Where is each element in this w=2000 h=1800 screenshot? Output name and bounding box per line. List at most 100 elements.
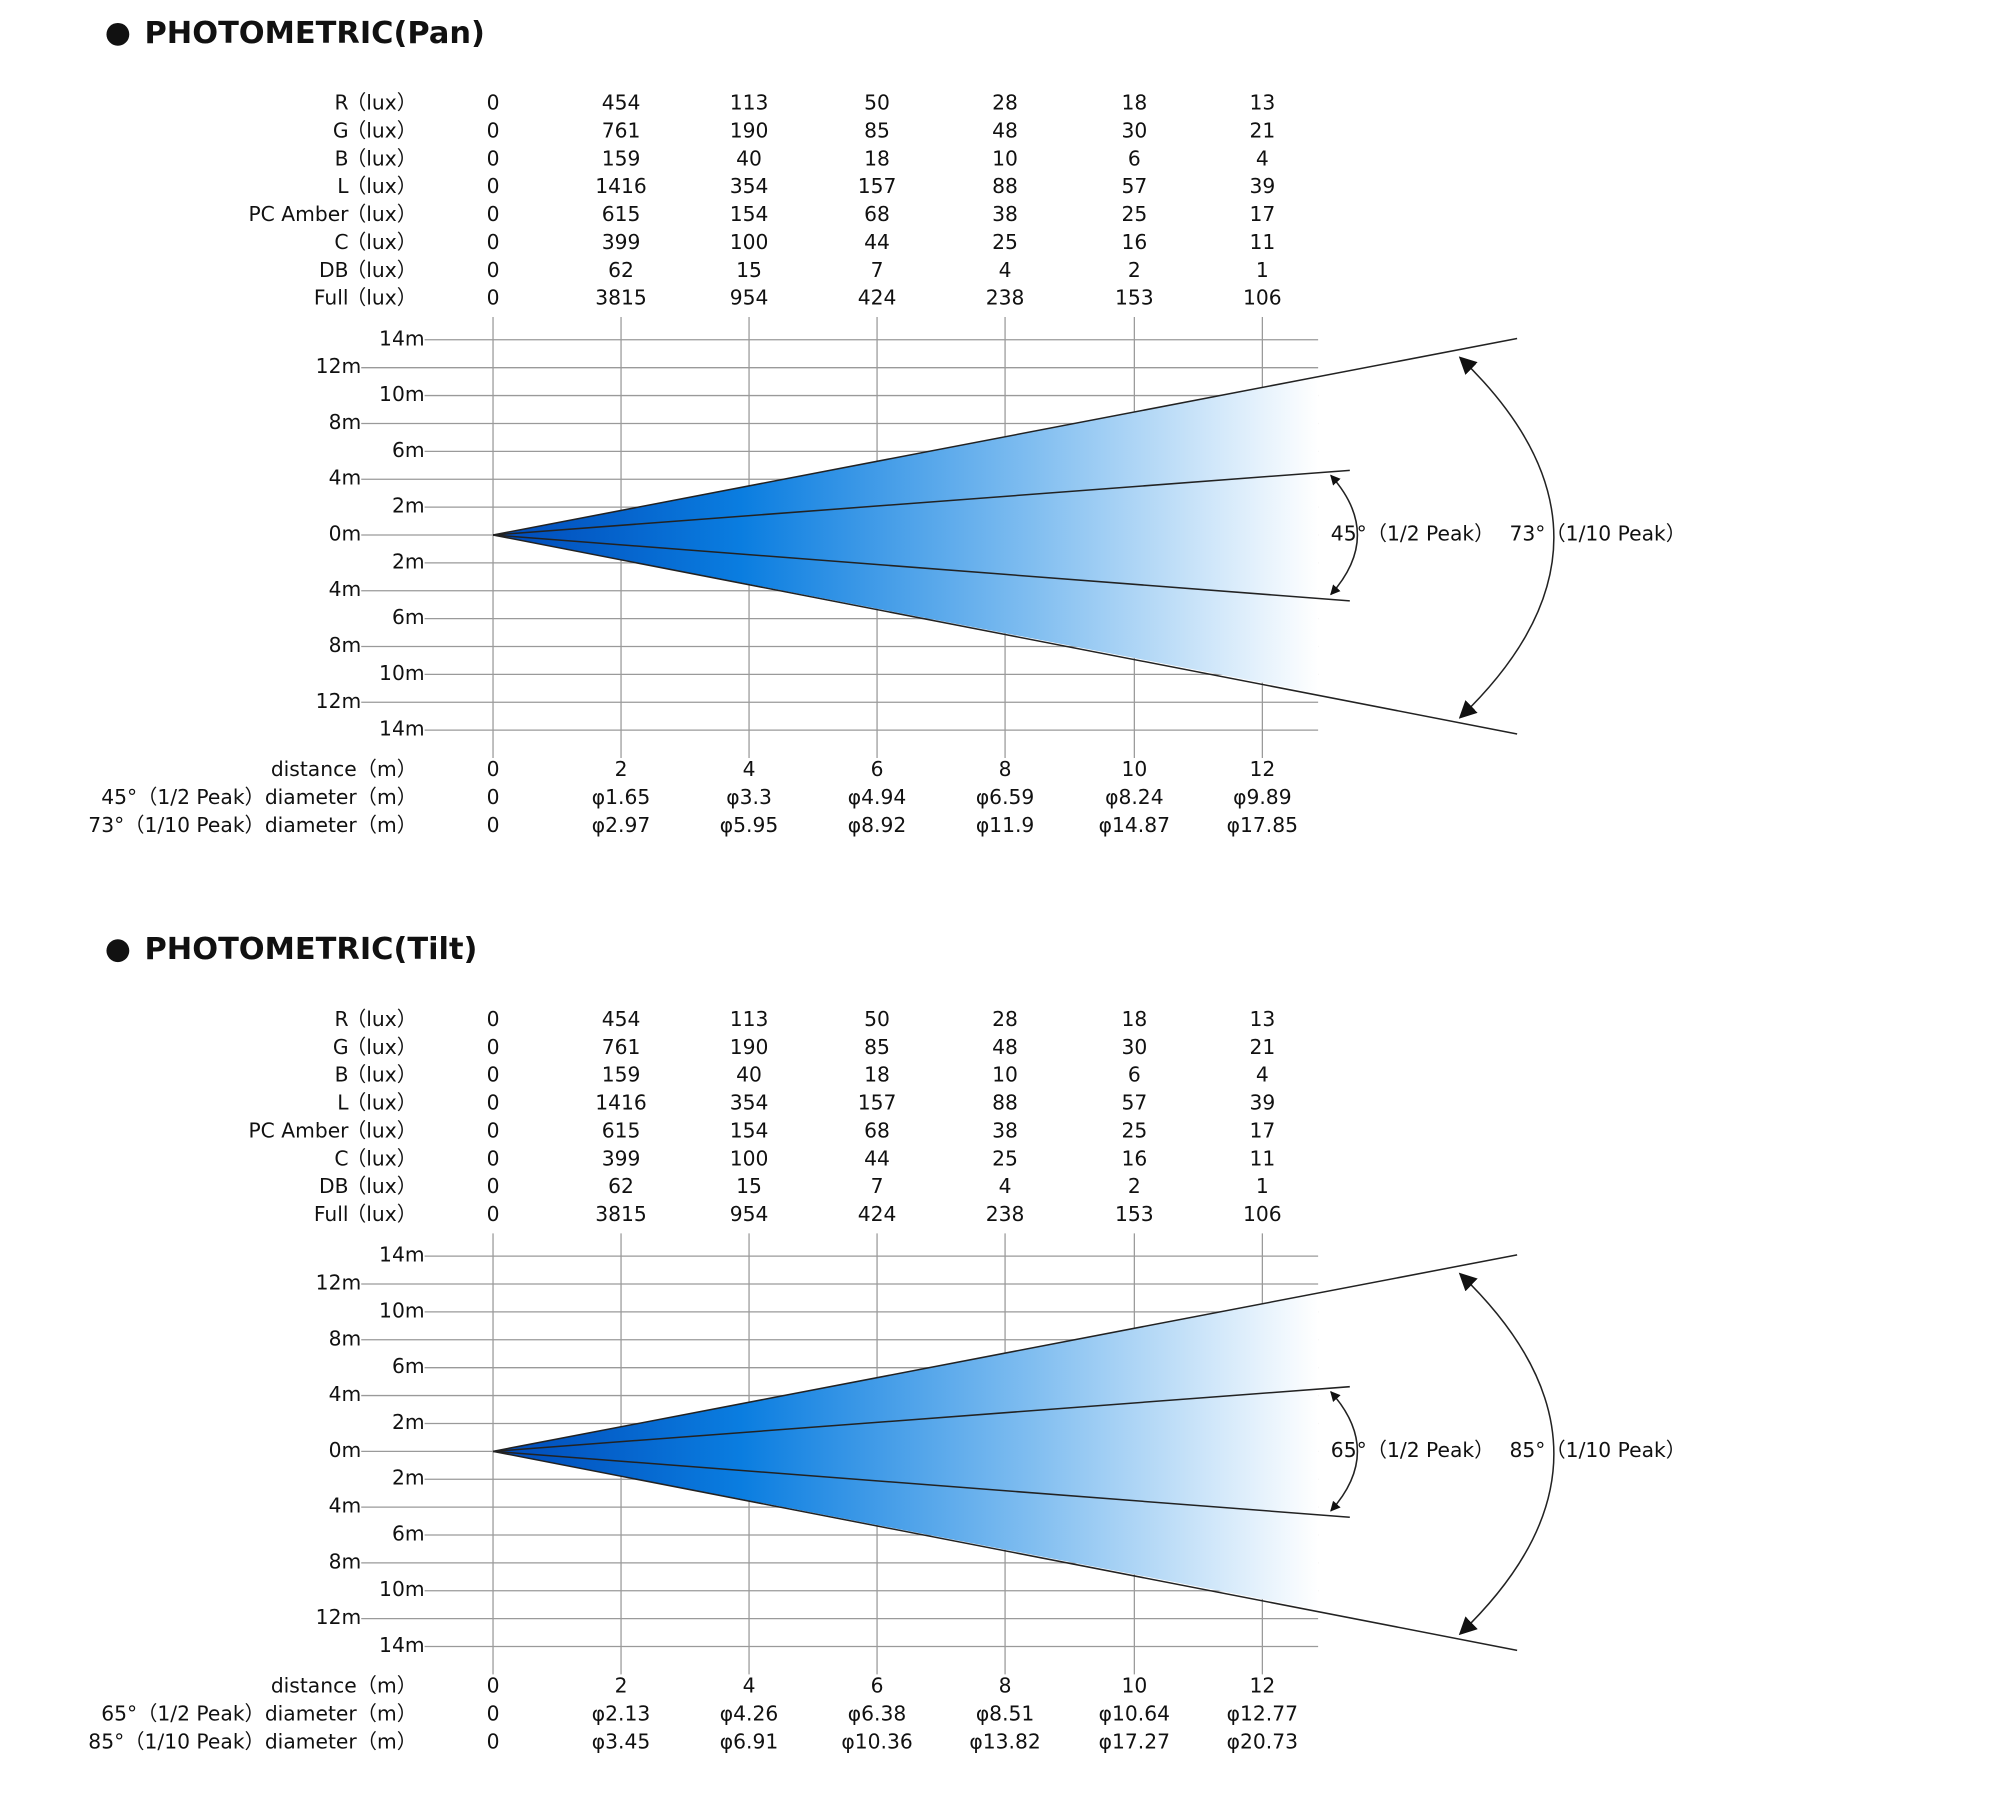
axis-label: 14m [379, 1243, 425, 1267]
lux-value: 40 [736, 146, 762, 170]
lux-value: 113 [730, 1007, 769, 1031]
row-label: G [333, 118, 349, 142]
lux-value: 18 [1121, 1007, 1147, 1031]
lux-value: 6 [1128, 1063, 1141, 1087]
distance-value: 10 [1121, 757, 1147, 781]
distance-value: 10 [1121, 1674, 1147, 1698]
diameter-value: φ9.89 [1233, 785, 1292, 809]
lux-value: 10 [992, 146, 1018, 170]
lux-value: 50 [864, 91, 890, 115]
lux-value: 4 [999, 1174, 1012, 1198]
row-label: B [335, 1063, 349, 1087]
row-unit: （lux） [346, 1202, 417, 1226]
axis-label: 10m [379, 1577, 425, 1601]
beam-edge-inner [492, 1385, 1350, 1453]
distance-value: 8 [999, 757, 1012, 781]
bullet [106, 939, 130, 963]
row-unit: （lux） [346, 202, 417, 226]
diameter-value: φ14.87 [1099, 813, 1170, 837]
row-label: L [337, 174, 349, 198]
row-label: distance（m） [271, 757, 417, 781]
lux-value: 4 [999, 258, 1012, 282]
lux-value: 0 [487, 174, 500, 198]
beam-edge-outer [492, 337, 1518, 536]
axis-label: 0m [329, 521, 362, 545]
row-unit: （lux） [346, 1174, 417, 1198]
diameter-value: φ8.92 [848, 813, 907, 837]
lux-value: 38 [992, 202, 1018, 226]
lux-value: 17 [1249, 1118, 1275, 1142]
axis-label: 12m [316, 1605, 362, 1629]
diameter-value: φ11.9 [976, 813, 1035, 837]
axis-label: 4m [329, 1494, 362, 1518]
row-label: Full [314, 1202, 349, 1226]
lux-value: 3815 [595, 1202, 647, 1226]
row-unit: （lux） [346, 1146, 417, 1170]
lux-value: 1416 [595, 1091, 647, 1115]
row-unit: （lux） [346, 1007, 417, 1031]
lux-value: 11 [1249, 230, 1275, 254]
row-unit: （lux） [346, 174, 417, 198]
lux-value: 0 [487, 91, 500, 115]
beam-edge-inner [492, 534, 1350, 602]
lux-value: 424 [858, 1202, 897, 1226]
axis-label: 2m [392, 494, 425, 518]
row-label: L [337, 1091, 349, 1115]
lux-value: 0 [487, 1174, 500, 1198]
lux-value: 0 [487, 1146, 500, 1170]
diameter-value: φ17.27 [1099, 1729, 1170, 1753]
row-unit: （lux） [346, 1035, 417, 1059]
half-peak-arc [1330, 1391, 1359, 1512]
diameter-value: φ17.85 [1227, 813, 1298, 837]
lux-value: 1416 [595, 174, 647, 198]
axis-label: 6m [392, 1354, 425, 1378]
lux-value: 761 [602, 1035, 641, 1059]
row-label: R [334, 1007, 348, 1031]
lux-value: 954 [730, 286, 769, 310]
lux-value: 7 [871, 258, 884, 282]
lux-value: 454 [602, 1007, 641, 1031]
diameter-value: φ6.59 [976, 785, 1035, 809]
diameter-value: 0 [487, 813, 500, 837]
diameter-value: φ3.45 [592, 1729, 651, 1753]
lux-value: 85 [864, 118, 890, 142]
lux-value: 48 [992, 1035, 1018, 1059]
lux-value: 0 [487, 1063, 500, 1087]
lux-value: 44 [864, 230, 890, 254]
lux-value: 13 [1249, 91, 1275, 115]
lux-value: 68 [864, 1118, 890, 1142]
axis-label: 10m [379, 382, 425, 406]
lux-value: 100 [730, 1146, 769, 1170]
lux-value: 399 [602, 230, 641, 254]
diameter-value: 0 [487, 785, 500, 809]
lux-value: 2 [1128, 258, 1141, 282]
lux-value: 7 [871, 1174, 884, 1198]
row-label: R [334, 91, 348, 115]
axis-label: 14m [379, 1633, 425, 1657]
lux-value: 0 [487, 202, 500, 226]
diameter-value: φ10.64 [1099, 1701, 1170, 1725]
lux-value: 3815 [595, 286, 647, 310]
lux-value: 615 [602, 1118, 641, 1142]
lux-value: 354 [730, 174, 769, 198]
diameter-value: φ4.26 [720, 1701, 779, 1725]
beam-edge-outer [492, 534, 1518, 735]
lux-value: 48 [992, 118, 1018, 142]
diameter-value: φ4.94 [848, 785, 907, 809]
lux-value: 57 [1121, 1091, 1147, 1115]
row-label: G [333, 1035, 349, 1059]
lux-value: 0 [487, 1118, 500, 1142]
diameter-value: 0 [487, 1729, 500, 1753]
row-unit: （lux） [346, 1091, 417, 1115]
diameter-value: φ8.24 [1105, 785, 1163, 809]
lux-value: 21 [1249, 1035, 1275, 1059]
row-unit: （lux） [346, 286, 417, 310]
bullet [106, 22, 130, 46]
lux-value: 0 [487, 1007, 500, 1031]
lux-value: 615 [602, 202, 641, 226]
diameter-value: φ6.91 [720, 1729, 779, 1753]
lux-value: 113 [730, 91, 769, 115]
diameter-value: φ5.95 [720, 813, 779, 837]
axis-label: 14m [379, 326, 425, 350]
